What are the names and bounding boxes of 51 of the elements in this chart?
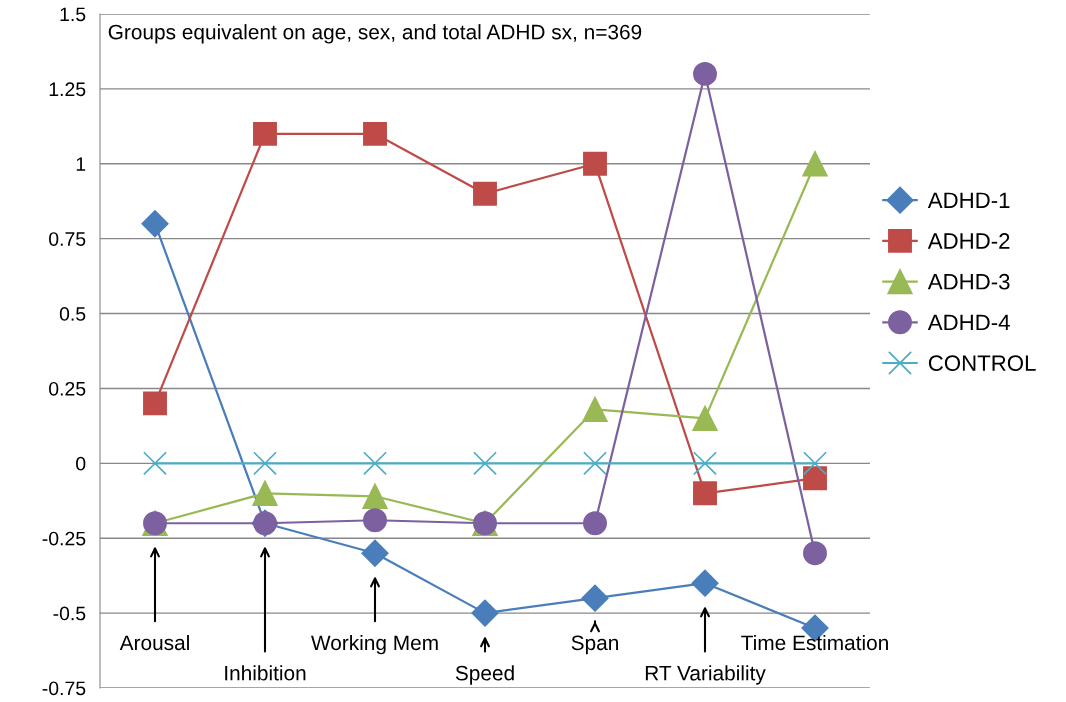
point: [582, 396, 608, 423]
x-tick-label: RT Variability: [645, 665, 766, 685]
point: [253, 121, 277, 146]
point: [143, 391, 167, 416]
point: [581, 584, 609, 612]
legend-label: ADHD-4: [927, 314, 1010, 331]
annotation: Groups equivalent on age, sex, and total ADHD sx, n=369: [108, 24, 642, 44]
y-tick-label: 1.5: [60, 7, 86, 22]
x-tick-label: Inhibition: [225, 665, 306, 681]
y-tick-label: -0.75: [42, 681, 86, 696]
legend-label: ADHD-3: [927, 273, 1010, 290]
point: [143, 451, 167, 476]
y-tick-label: 1: [76, 157, 86, 171]
y-tick-label: 0.75: [49, 232, 86, 246]
point: [362, 483, 388, 509]
point: [363, 508, 387, 533]
y-tick-label: 1.25: [49, 82, 86, 97]
x-tick-label: Span: [571, 635, 618, 655]
x-tick-label: Speed: [455, 665, 514, 685]
y-tick-label: -0.25: [42, 531, 86, 546]
point: [583, 511, 607, 536]
point: [361, 539, 389, 567]
point: [691, 569, 719, 597]
point: [583, 451, 607, 476]
legend-label: ADHD-1: [927, 192, 1010, 208]
point: [471, 599, 499, 627]
x-tick-label: Working Mem: [311, 634, 438, 655]
point: [803, 451, 827, 476]
point: [473, 181, 497, 206]
legend-label: CONTROL: [928, 355, 1036, 371]
point: [141, 210, 169, 238]
point: [803, 541, 827, 566]
point: [252, 480, 278, 506]
y-tick-label: 0: [76, 456, 86, 471]
x-tick-label: Arousal: [119, 634, 189, 651]
point: [803, 466, 827, 491]
y-tick-label: 0.5: [59, 307, 86, 321]
point: [693, 61, 717, 86]
point: [802, 151, 828, 177]
point: [693, 451, 717, 476]
y-tick-label: 0.25: [49, 381, 86, 396]
point: [473, 451, 497, 476]
point: [363, 121, 387, 146]
point: [692, 405, 718, 432]
x-tick-label: Time Estimation: [741, 634, 888, 651]
legend-label: ADHD-2: [927, 233, 1010, 249]
y-tick-label: -0.5: [53, 606, 86, 621]
point: [583, 151, 607, 176]
point: [363, 451, 387, 476]
point: [253, 451, 277, 476]
point: [693, 481, 717, 506]
